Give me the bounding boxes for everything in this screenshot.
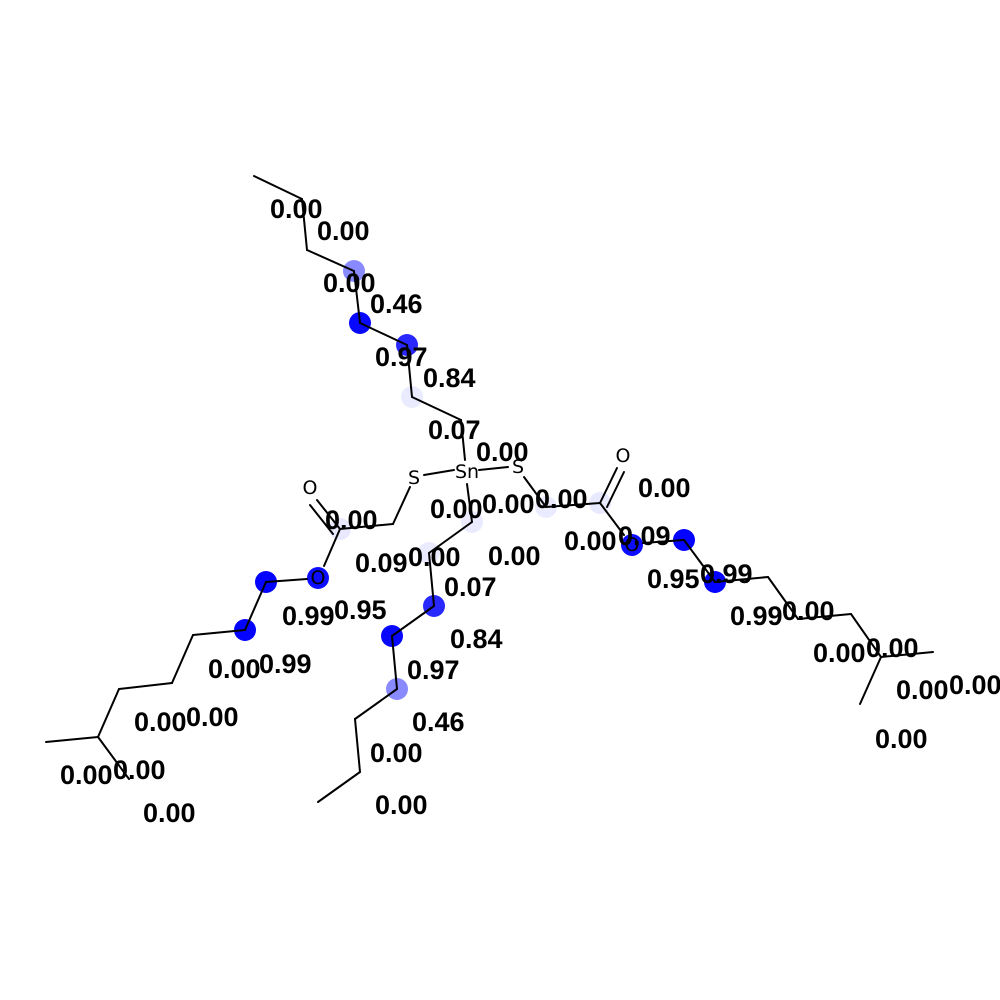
score-label: 0.99 [700, 559, 753, 589]
bond [301, 198, 308, 251]
score-label: 0.00 [896, 675, 949, 705]
score-label: 0.00 [430, 494, 483, 524]
bond [391, 605, 435, 637]
bond [97, 736, 130, 780]
score-label: 0.00 [323, 268, 376, 298]
atom-highlight [307, 567, 329, 589]
score-label: 0.84 [450, 624, 503, 654]
score-label: 0.00 [866, 633, 919, 663]
bond [466, 483, 473, 523]
score-label: 0.00 [875, 724, 928, 754]
score-label: 0.00 [270, 194, 323, 224]
bond [478, 466, 509, 471]
score-label: 0.00 [488, 541, 541, 571]
bond [599, 467, 618, 504]
bond [880, 651, 934, 658]
atom-labels: Sn S S O O O O [303, 445, 640, 589]
bond [428, 521, 473, 554]
atom-label-o2: O [311, 567, 326, 589]
score-label: 0.00 [564, 526, 617, 556]
bond [523, 476, 547, 508]
score-label: 0.00 [113, 755, 166, 785]
score-label: 0.97 [407, 655, 460, 685]
score-label: 0.00 [208, 654, 261, 684]
bond [354, 718, 361, 773]
bond [354, 688, 398, 720]
score-label: 0.00 [143, 798, 196, 828]
score-label: 0.99 [730, 601, 783, 631]
bond [171, 634, 194, 684]
bond [850, 613, 882, 658]
score-label: 0.95 [334, 595, 387, 625]
bond [339, 523, 394, 530]
score-label: 0.00 [317, 216, 370, 246]
bond [244, 581, 267, 631]
atom-label-o3: O [616, 445, 631, 467]
bond [767, 576, 799, 620]
bond [309, 504, 334, 535]
bond [411, 396, 462, 421]
score-label: 0.95 [647, 564, 700, 594]
score-label: 0.00 [186, 702, 239, 732]
bond [683, 539, 716, 583]
atom-label-o4: O [625, 534, 640, 556]
bond [599, 502, 625, 536]
bond [714, 576, 769, 583]
score-label: 0.09 [355, 548, 408, 578]
atom-label-sn: Sn [455, 461, 479, 483]
bond [359, 322, 408, 346]
score-label: 0.00 [535, 484, 588, 514]
bond [306, 249, 355, 272]
score-label: 0.07 [428, 415, 481, 445]
score-label: 0.00 [370, 738, 423, 768]
bond [97, 688, 120, 738]
bond [353, 270, 361, 324]
score-label: 0.00 [782, 596, 835, 626]
score-label: 0.99 [282, 601, 335, 631]
score-label: 0.00 [408, 542, 461, 572]
score-label: 0.00 [476, 437, 529, 467]
atom-highlight [621, 534, 643, 556]
score-labels: 0.000.000.000.460.970.840.070.000.00 0.00… [60, 194, 1000, 828]
bond [606, 471, 625, 508]
bond [45, 736, 99, 743]
score-label: 0.00 [375, 790, 428, 820]
atom-label-s2: S [512, 456, 524, 478]
bond [859, 656, 882, 705]
bond [118, 682, 173, 690]
bond [460, 419, 466, 461]
bond [423, 469, 455, 476]
atom-label-s1: S [408, 467, 420, 489]
score-label: 0.07 [444, 572, 497, 602]
bond [316, 499, 341, 530]
score-label: 0.00 [325, 505, 378, 535]
bonds [45, 175, 934, 803]
bond [253, 175, 303, 200]
score-label: 0.00 [638, 473, 691, 503]
bond [192, 629, 246, 636]
score-label: 0.00 [60, 760, 113, 790]
score-label: 0.00 [813, 638, 866, 668]
bond [317, 771, 361, 803]
bond [797, 613, 852, 620]
bond [391, 635, 398, 690]
score-label: 0.97 [375, 342, 428, 372]
bond [545, 502, 601, 508]
atom-label-o1: O [303, 477, 318, 499]
bond [392, 486, 411, 525]
bond [428, 552, 435, 607]
bond [323, 528, 341, 567]
score-label: 0.84 [423, 363, 476, 393]
score-label: 0.46 [370, 289, 423, 319]
score-label: 0.09 [618, 521, 671, 551]
score-label: 0.00 [482, 489, 535, 519]
score-label: 0.00 [949, 670, 1000, 700]
bond [406, 344, 413, 398]
score-label: 0.46 [412, 707, 465, 737]
bond [642, 539, 685, 544]
bond [265, 578, 308, 583]
score-label: 0.00 [134, 707, 187, 737]
score-label: 0.99 [259, 649, 312, 679]
